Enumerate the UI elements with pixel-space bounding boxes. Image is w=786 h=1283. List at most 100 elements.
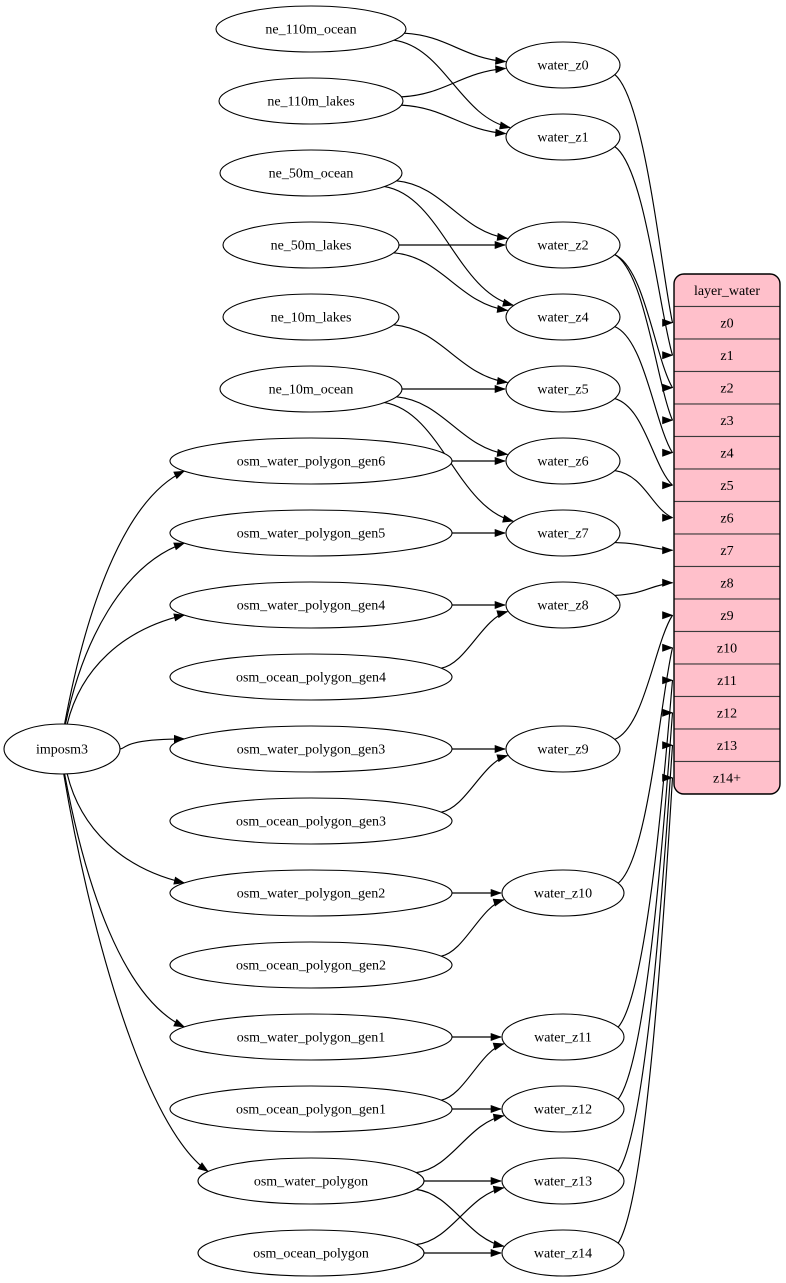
- table-row-z12[interactable]: [674, 695, 780, 730]
- node-shape-water[interactable]: [505, 113, 621, 161]
- node-shape-natural-earth[interactable]: [219, 365, 403, 413]
- node-osm_water_polygon_gen1[interactable]: osm_water_polygon_gen1: [169, 1013, 453, 1061]
- table-row-z0[interactable]: [674, 305, 780, 340]
- table-row-z4[interactable]: [674, 435, 780, 470]
- edge-arrowhead: [492, 1042, 505, 1051]
- table-outline: [673, 273, 781, 795]
- table-row-z2[interactable]: [674, 370, 780, 405]
- edge-arrowhead: [662, 611, 674, 620]
- node-imposm3[interactable]: imposm3: [3, 723, 121, 775]
- node-shape-osm[interactable]: [169, 941, 453, 989]
- edge-arrowhead: [494, 240, 506, 250]
- node-water_z8[interactable]: water_z8: [505, 581, 621, 629]
- node-shape-natural-earth[interactable]: [215, 5, 407, 53]
- node-shape-osm[interactable]: [197, 1229, 425, 1277]
- node-ne_10m_lakes[interactable]: ne_10m_lakes: [222, 293, 400, 341]
- node-osm_ocean_polygon_gen3[interactable]: osm_ocean_polygon_gen3: [169, 797, 453, 845]
- node-shape-osm[interactable]: [169, 509, 453, 557]
- node-water_z1[interactable]: water_z1: [505, 113, 621, 161]
- node-shape-water[interactable]: [501, 1085, 625, 1133]
- table-row-z8[interactable]: [674, 565, 780, 600]
- node-water_z6[interactable]: water_z6: [505, 437, 621, 485]
- node-shape-natural-earth[interactable]: [222, 293, 400, 341]
- layer-water-table[interactable]: layer_waterz0z1z2z3z4z5z6z7z8z9z10z11z12…: [673, 273, 781, 795]
- edge-arrowhead: [492, 1185, 505, 1194]
- node-shape-water[interactable]: [505, 509, 621, 557]
- node-shape-source[interactable]: [3, 723, 121, 775]
- node-water_z0[interactable]: water_z0: [505, 41, 621, 89]
- table-row-z3[interactable]: [674, 403, 780, 438]
- node-shape-water[interactable]: [501, 1157, 625, 1205]
- node-water_z12[interactable]: water_z12: [501, 1085, 625, 1133]
- table-row-z10[interactable]: [674, 630, 780, 665]
- node-osm_ocean_polygon_gen1[interactable]: osm_ocean_polygon_gen1: [169, 1085, 453, 1133]
- table-row-z7[interactable]: [674, 533, 780, 568]
- node-shape-osm[interactable]: [169, 1013, 453, 1061]
- node-ne_10m_ocean[interactable]: ne_10m_ocean: [219, 365, 403, 413]
- nodes-layer: imposm3 ne_110m_ocean ne_110m_lakes ne_50m_…: [3, 5, 625, 1277]
- edge-osm_water_polygon_gen1-to-water_z11: [451, 1032, 502, 1042]
- node-osm_water_polygon_gen2[interactable]: osm_water_polygon_gen2: [169, 869, 453, 917]
- node-water_z10[interactable]: water_z10: [501, 869, 625, 917]
- table-row-z13[interactable]: [674, 728, 780, 763]
- node-water_z7[interactable]: water_z7: [505, 509, 621, 557]
- node-water_z11[interactable]: water_z11: [501, 1013, 625, 1061]
- edge-water_z0-to-layer_water-z0: [614, 74, 674, 327]
- node-shape-water[interactable]: [505, 581, 621, 629]
- node-shape-water[interactable]: [505, 221, 621, 269]
- node-shape-osm[interactable]: [169, 869, 453, 917]
- node-ne_110m_lakes[interactable]: ne_110m_lakes: [218, 77, 404, 125]
- node-water_z4[interactable]: water_z4: [505, 293, 621, 341]
- edge-water_z10-to-layer_water-z10: [617, 643, 674, 884]
- node-osm_water_polygon_gen6[interactable]: osm_water_polygon_gen6: [169, 437, 453, 485]
- node-osm_water_polygon_gen5[interactable]: osm_water_polygon_gen5: [169, 509, 453, 557]
- node-ne_110m_ocean[interactable]: ne_110m_ocean: [215, 5, 407, 53]
- node-shape-water[interactable]: [505, 293, 621, 341]
- node-shape-osm[interactable]: [169, 653, 453, 701]
- node-water_z14[interactable]: water_z14: [501, 1229, 625, 1277]
- node-shape-osm[interactable]: [169, 1085, 453, 1133]
- edge-arrowhead: [173, 876, 186, 885]
- node-shape-water[interactable]: [501, 1229, 625, 1277]
- table-row-z5[interactable]: [674, 468, 780, 503]
- node-shape-natural-earth[interactable]: [219, 149, 403, 197]
- edge-arrowhead: [495, 56, 507, 65]
- node-osm_water_polygon[interactable]: osm_water_polygon: [197, 1157, 425, 1205]
- table-row-z9[interactable]: [674, 598, 780, 633]
- edge-path: [617, 647, 674, 884]
- edge-arrowhead: [173, 613, 186, 622]
- node-shape-natural-earth[interactable]: [218, 77, 404, 125]
- node-water_z5[interactable]: water_z5: [505, 365, 621, 413]
- node-shape-water[interactable]: [505, 41, 621, 89]
- edge-imposm3-to-osm_water_polygon_gen6: [64, 470, 186, 725]
- node-shape-water[interactable]: [501, 869, 625, 917]
- node-shape-natural-earth[interactable]: [222, 221, 400, 269]
- node-osm_ocean_polygon[interactable]: osm_ocean_polygon: [197, 1229, 425, 1277]
- node-shape-osm[interactable]: [169, 581, 453, 629]
- edge-ne_110m_ocean-to-water_z0: [404, 32, 507, 65]
- table-row-z6[interactable]: [674, 500, 780, 535]
- node-shape-osm[interactable]: [169, 725, 453, 773]
- node-water_z2[interactable]: water_z2: [505, 221, 621, 269]
- node-shape-osm[interactable]: [169, 797, 453, 845]
- edge-ne_110m_ocean-to-water_z1: [394, 39, 511, 130]
- table-row-z1[interactable]: [674, 338, 780, 373]
- node-osm_water_polygon_gen4[interactable]: osm_water_polygon_gen4: [169, 581, 453, 629]
- node-shape-osm[interactable]: [169, 437, 453, 485]
- edge-osm_ocean_polygon_gen1-to-water_z11: [441, 1042, 505, 1101]
- node-ne_50m_lakes[interactable]: ne_50m_lakes: [222, 221, 400, 269]
- edge-osm_water_polygon_gen5-to-water_z7: [452, 528, 506, 538]
- table-row-z11[interactable]: [674, 663, 780, 698]
- node-shape-water[interactable]: [501, 1013, 625, 1061]
- node-osm_water_polygon_gen3[interactable]: osm_water_polygon_gen3: [169, 725, 453, 773]
- node-shape-osm[interactable]: [197, 1157, 425, 1205]
- node-osm_ocean_polygon_gen4[interactable]: osm_ocean_polygon_gen4: [169, 653, 453, 701]
- node-osm_ocean_polygon_gen2[interactable]: osm_ocean_polygon_gen2: [169, 941, 453, 989]
- node-water_z9[interactable]: water_z9: [505, 725, 621, 773]
- node-shape-water[interactable]: [505, 437, 621, 485]
- table-row-z14plus[interactable]: [674, 760, 780, 795]
- node-shape-water[interactable]: [505, 725, 621, 773]
- node-water_z13[interactable]: water_z13: [501, 1157, 625, 1205]
- node-shape-water[interactable]: [505, 365, 621, 413]
- node-ne_50m_ocean[interactable]: ne_50m_ocean: [219, 149, 403, 197]
